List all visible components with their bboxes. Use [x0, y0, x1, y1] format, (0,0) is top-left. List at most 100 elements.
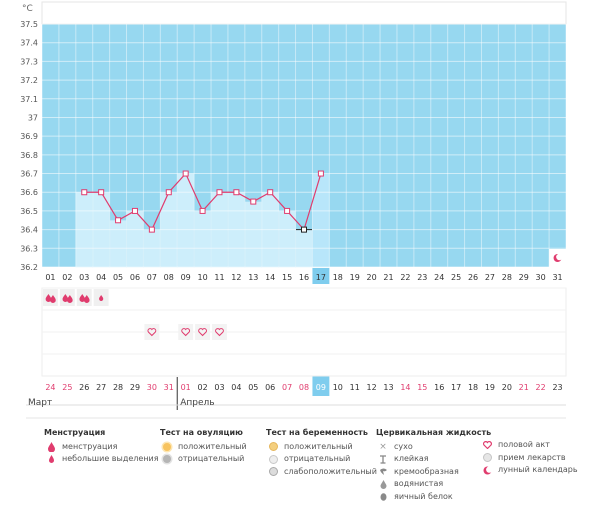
y-tick-label: 36.2 — [20, 263, 38, 272]
cycle-day-label: 23 — [417, 273, 427, 282]
cycle-day-label: 26 — [468, 273, 478, 282]
temperature-point — [182, 170, 189, 177]
drop-icon — [50, 295, 56, 304]
calendar-date-label: 05 — [248, 383, 258, 392]
temperature-point — [81, 189, 88, 196]
calendar-date-label: 08 — [299, 383, 309, 392]
y-tick-label: 36.3 — [20, 244, 38, 253]
y-tick-label: 37.1 — [20, 95, 38, 104]
cycle-day-label: 30 — [536, 273, 546, 282]
legend-item-intercourse: половой акт — [480, 439, 578, 452]
heart-icon — [181, 328, 191, 337]
calendar-date-label: 16 — [434, 383, 444, 392]
cycle-day-label: 27 — [485, 273, 495, 282]
temperature-point — [131, 207, 138, 214]
calendar-date-label: 31 — [164, 383, 174, 392]
drop-icon — [44, 441, 58, 452]
cycle-day-label: 07 — [147, 273, 157, 282]
cycle-day-label: 17 — [316, 273, 326, 282]
calendar-date-label: 23 — [552, 383, 562, 392]
temperature-point — [317, 170, 324, 177]
temperature-point — [233, 189, 240, 196]
y-tick-label: 36.8 — [20, 151, 38, 160]
legend-item-label: положительный — [284, 441, 353, 451]
calendar-date-label: 27 — [96, 383, 106, 392]
legend-item-sticky: клейкая — [376, 453, 491, 466]
legend-item-label: положительный — [178, 441, 247, 451]
legend-cervical-title: Цервикальная жидкость — [376, 428, 492, 437]
cycle-day-label: 13 — [248, 273, 258, 282]
cycle-day-label: 24 — [434, 273, 444, 282]
calendar-date-label: 15 — [417, 383, 427, 392]
selected-date-highlight — [312, 376, 330, 396]
temperature-point — [98, 189, 105, 196]
legend-item-ovulation-negative: отрицательный — [160, 453, 247, 466]
temperature-point — [250, 198, 257, 205]
calendar-date-label: 09 — [316, 383, 326, 392]
heart-icon — [198, 328, 207, 337]
y-tick-label: 37.2 — [20, 76, 38, 85]
y-tick-label: 36.9 — [20, 132, 38, 141]
legend-item-ovulation-positive: положительный — [160, 441, 247, 454]
drop-icon — [67, 295, 73, 303]
cycle-day-label: 21 — [383, 273, 393, 282]
cycle-day-label: 09 — [181, 273, 191, 282]
y-tick-label: 36.6 — [20, 188, 38, 197]
intercourse-cell — [144, 324, 160, 340]
heart-icon — [480, 441, 494, 450]
legend-item-medication: прием лекарств — [480, 452, 578, 465]
creamy-icon — [376, 467, 390, 476]
calendar-date-label: 10 — [333, 383, 343, 392]
temperature-bar — [126, 210, 144, 268]
pregnancy-positive-icon — [266, 442, 280, 452]
legend-item-label: сухо — [394, 441, 413, 451]
egg-icon — [376, 492, 390, 502]
y-tick-label: 37 — [28, 113, 38, 122]
cycle-day-label: 05 — [113, 273, 123, 282]
legend-item-label: менструация — [62, 441, 118, 451]
legend-item-label: лунный календарь — [498, 465, 578, 474]
legend-item-label: прием лекарств — [498, 452, 566, 462]
temperature-bar — [312, 173, 330, 268]
legend-item-watery: водянистая — [376, 478, 491, 491]
drop-icon — [83, 295, 90, 304]
calendar-date-label: 29 — [130, 383, 140, 392]
cycle-day-label: 10 — [197, 273, 207, 282]
legend-ovulation: Тест на овуляцию положительный отрицател… — [160, 427, 247, 466]
legend-item-label: водянистая — [394, 479, 444, 488]
cycle-day-label: 12 — [231, 273, 241, 282]
bbt-chart: °C 36.2 36.3 36.4 36.5 36.6 36.7 36.8 36.9 37 37.1… — [20, 1, 567, 419]
legend-other: половой акт прием лекарств лунный календ… — [480, 439, 578, 477]
legend-item-label: кремообразная — [394, 466, 459, 476]
legend-item-label: отрицательный — [178, 454, 245, 463]
calendar-date-label: 26 — [79, 383, 89, 392]
temperature-point — [284, 207, 291, 214]
legend-item-label: клейкая — [394, 454, 429, 463]
y-tick-label: 37.4 — [20, 39, 38, 48]
calendar-date-label: 28 — [113, 383, 123, 392]
legend-item-label: половой акт — [498, 440, 550, 449]
intercourse-cell — [212, 324, 227, 340]
month-label-start: Март — [28, 398, 52, 408]
legend-item-label: отрицательный — [284, 454, 351, 463]
legend-pregnancy: Тест на беременность положительный отриц… — [266, 427, 377, 478]
temperature-point — [115, 217, 122, 224]
calendar-date-label: 21 — [519, 383, 529, 392]
calendar-date-label: 22 — [536, 383, 546, 392]
water-drop-icon — [376, 479, 390, 489]
unit-label: °C — [22, 4, 33, 14]
temperature-bar — [109, 220, 127, 268]
calendar-date-label: 20 — [502, 383, 512, 392]
sun-icon — [160, 442, 174, 451]
moon-icon-cutout — [556, 253, 563, 261]
legend-item-label: слабоположительный — [284, 466, 377, 476]
cycle-day-label: 04 — [96, 273, 106, 282]
calendar-date-label: 03 — [214, 383, 224, 392]
cycle-day-label: 15 — [282, 273, 292, 282]
legend-item-lunar: лунный календарь — [480, 464, 578, 477]
pregnancy-weak-icon — [266, 467, 280, 477]
cycle-day-label: 14 — [265, 273, 275, 282]
legend-item-dry: × сухо — [376, 441, 491, 454]
legend-item-pregnancy-weak: слабоположительный — [266, 466, 377, 479]
calendar-date-label: 11 — [350, 383, 360, 392]
